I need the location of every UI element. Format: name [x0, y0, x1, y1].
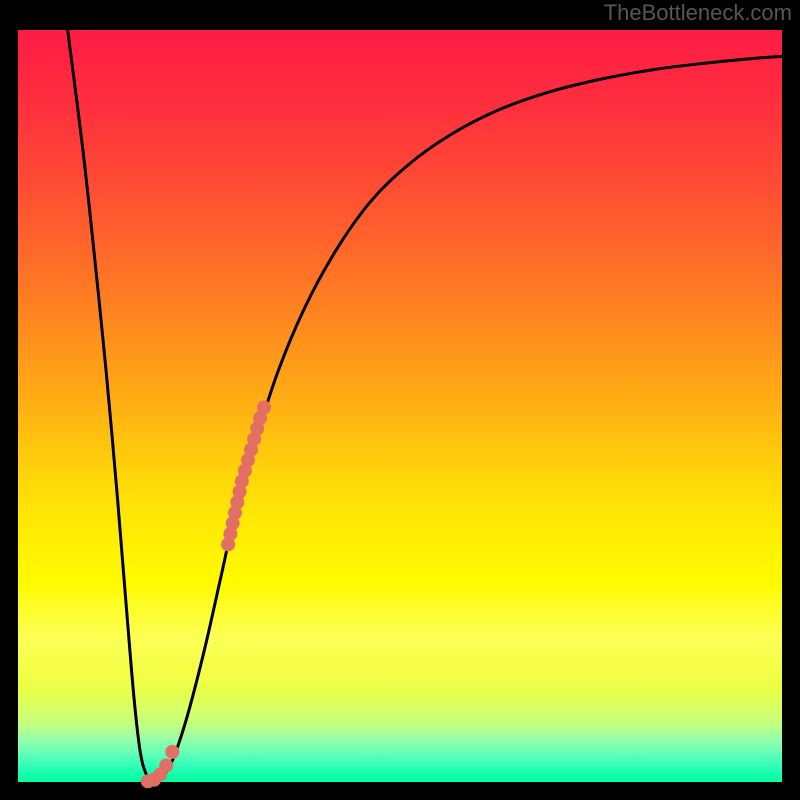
- marker-dot: [165, 745, 179, 759]
- bottleneck-chart: [0, 0, 800, 800]
- marker-dot: [257, 401, 271, 415]
- chart-frame: TheBottleneck.com: [0, 0, 800, 800]
- marker-dot: [141, 774, 155, 788]
